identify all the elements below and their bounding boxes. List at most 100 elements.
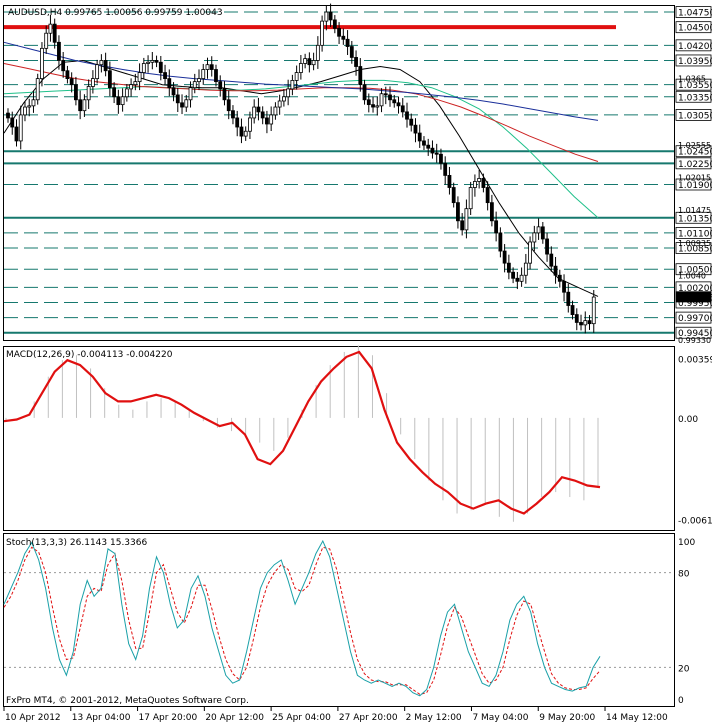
macd-tick-label: 0.00: [678, 415, 698, 425]
price-level-label: 1.03950: [678, 57, 712, 67]
bull-candle: [201, 69, 206, 80]
bear-candle: [396, 102, 401, 107]
price-level-label: 1.04750: [678, 9, 712, 19]
bear-candle: [366, 99, 371, 106]
bear-candle: [400, 105, 405, 113]
stoch-guide-lines: [4, 572, 674, 668]
price-level-tag: [675, 78, 712, 91]
stoch-tick-label: 100: [678, 538, 695, 548]
bear-candle: [52, 23, 57, 43]
bear-candle: [158, 61, 163, 73]
bear-candle: [515, 277, 520, 282]
bear-candle: [456, 202, 460, 222]
macd-tick-label: 0.00359: [678, 356, 712, 366]
bull-candle: [18, 114, 23, 142]
moving-average-line: [3, 41, 599, 121]
bear-candle: [328, 11, 333, 21]
bear-candle: [371, 104, 375, 108]
price-level-tag: [675, 39, 712, 52]
bull-candle: [146, 61, 150, 64]
bull-candle: [86, 86, 91, 101]
time-tick-label: 25 Apr 04:00: [272, 713, 331, 723]
price-axis-labels: 1.04750 1.04500 1.04200 1.03950 1.03550 1.033…: [675, 6, 712, 345]
price-tick-label: 1.02555: [678, 141, 711, 150]
bull-candle: [252, 106, 257, 119]
bear-candle: [116, 96, 121, 106]
bear-candle: [383, 93, 388, 96]
price-level-tag: [675, 227, 712, 239]
bear-candle: [439, 153, 443, 164]
stoch-tick-label: 20: [678, 664, 690, 674]
bull-candle: [124, 88, 129, 98]
bear-candle: [65, 70, 70, 80]
price-level-tag: [675, 211, 712, 224]
macd-histogram: [5, 345, 599, 522]
bull-candle: [468, 187, 473, 210]
price-tick-label: 1.0365: [678, 75, 706, 84]
stoch-signal-line: [3, 546, 601, 695]
price-level-label: 1.01100: [678, 229, 712, 239]
price-level-tag: [675, 326, 712, 339]
bull-candle: [95, 64, 100, 80]
bull-candle: [48, 23, 53, 34]
bear-candle: [349, 46, 354, 58]
bear-candle: [214, 69, 218, 83]
price-level-tag: [675, 145, 712, 158]
price-level-tag: [675, 178, 712, 191]
bull-candle: [464, 208, 469, 231]
price-level-tag: [675, 21, 712, 34]
bear-candle: [430, 147, 435, 154]
bear-candle: [74, 84, 78, 101]
bear-candle: [498, 232, 503, 252]
bull-candle: [473, 181, 477, 188]
bear-candle: [163, 72, 167, 80]
price-tick-label: 1.01475: [678, 206, 711, 215]
macd-axis-labels: 0.00359 0.00 -0.00616: [678, 356, 712, 527]
bear-candle: [175, 94, 180, 104]
price-level-label: 1.02450: [678, 148, 712, 158]
bull-candle: [141, 63, 146, 73]
price-level-label: 1.00850: [678, 245, 712, 255]
bear-candle: [502, 250, 507, 264]
macd-signal-line: [3, 350, 601, 515]
price-level-label: 1.00500: [678, 266, 712, 276]
bear-candle: [345, 38, 350, 47]
bull-candle: [205, 64, 210, 70]
bear-candle: [434, 152, 439, 155]
moving-averages: [3, 41, 599, 297]
bear-candle: [307, 58, 312, 66]
bear-candle: [447, 175, 452, 188]
bear-candle: [481, 178, 486, 188]
price-level-label: 1.03050: [678, 111, 712, 121]
bull-candle: [82, 99, 87, 112]
stoch-tick-label: 80: [678, 570, 690, 580]
bull-candle: [324, 11, 329, 22]
price-tick-label: 1.02015: [678, 174, 711, 183]
bull-candle: [269, 114, 274, 125]
price-level-label: 1.01900: [678, 181, 712, 191]
current-price-label: 1.00043: [678, 293, 712, 303]
bear-candle: [260, 111, 265, 119]
bear-candle: [388, 94, 392, 101]
price-level-label: 1.01350: [678, 214, 712, 224]
bull-candle: [583, 320, 588, 326]
bear-candle: [417, 132, 422, 142]
bull-candle: [277, 100, 282, 108]
bear-candle: [405, 111, 409, 120]
bear-candle: [6, 112, 10, 119]
bull-candle: [519, 274, 524, 282]
bear-candle: [256, 106, 261, 113]
price-level-label: 1.02250: [678, 160, 712, 170]
price-level-tag: [675, 109, 712, 121]
bear-candle: [69, 78, 74, 86]
bull-candle: [536, 226, 541, 234]
bear-candle: [579, 322, 583, 326]
bear-candle: [549, 253, 554, 267]
price-level-tag: [675, 90, 712, 103]
price-level-label: 0.99700: [678, 314, 712, 324]
bull-candle: [35, 78, 40, 101]
stoch-panel-frame: [3, 533, 675, 707]
bear-candle: [574, 314, 579, 323]
footer-copyright: FxPro MT4, © 2001-2012, MetaQuotes Softw…: [6, 696, 249, 706]
